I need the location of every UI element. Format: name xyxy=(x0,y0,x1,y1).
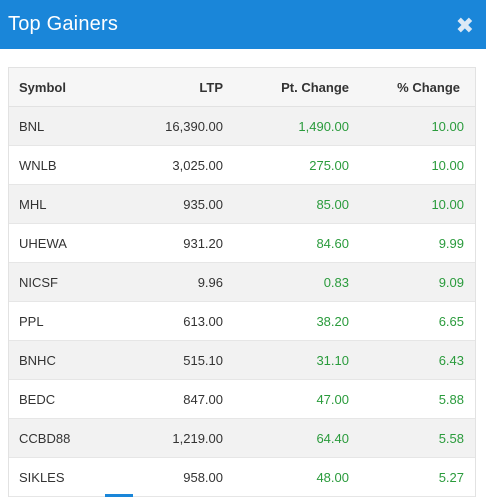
symbol-cell[interactable]: BNHC xyxy=(9,340,111,380)
ltp-cell: 935.00 xyxy=(111,184,223,224)
column-header-pt-change[interactable]: Pt. Change xyxy=(223,68,349,107)
ltp-cell: 958.00 xyxy=(111,457,223,497)
pt-change-cell: 38.20 xyxy=(223,301,349,341)
ltp-cell: 847.00 xyxy=(111,379,223,419)
pct-change-cell: 5.88 xyxy=(349,379,475,419)
pt-change-cell: 84.60 xyxy=(223,223,349,263)
table-row[interactable]: CCBD88 1,219.00 64.40 5.58 xyxy=(9,418,475,458)
modal-header: Top Gainers ✖ xyxy=(0,0,486,49)
modal-title: Top Gainers xyxy=(8,13,119,35)
pct-change-cell: 5.27 xyxy=(349,457,475,497)
table-header-row: Symbol LTP Pt. Change % Change xyxy=(9,68,475,107)
symbol-cell[interactable]: NICSF xyxy=(9,262,111,302)
ltp-cell: 931.20 xyxy=(111,223,223,263)
symbol-cell[interactable]: WNLB xyxy=(9,145,111,185)
table-row[interactable]: BEDC 847.00 47.00 5.88 xyxy=(9,379,475,419)
column-header-ltp[interactable]: LTP xyxy=(111,68,223,107)
pct-change-cell: 9.09 xyxy=(349,262,475,302)
symbol-cell[interactable]: BEDC xyxy=(9,379,111,419)
table-row[interactable]: MHL 935.00 85.00 10.00 xyxy=(9,184,475,224)
pct-change-cell: 6.65 xyxy=(349,301,475,341)
ltp-cell: 3,025.00 xyxy=(111,145,223,185)
symbol-cell[interactable]: MHL xyxy=(9,184,111,224)
pt-change-cell: 47.00 xyxy=(223,379,349,419)
pct-change-cell: 10.00 xyxy=(349,184,475,224)
gainers-table: Symbol LTP Pt. Change % Change BNL 16,390… xyxy=(9,68,475,497)
symbol-cell[interactable]: SIKLES xyxy=(9,457,111,497)
pt-change-cell: 0.83 xyxy=(223,262,349,302)
ltp-cell: 9.96 xyxy=(111,262,223,302)
ltp-cell: 16,390.00 xyxy=(111,106,223,146)
pt-change-cell: 85.00 xyxy=(223,184,349,224)
ltp-cell: 515.10 xyxy=(111,340,223,380)
pt-change-cell: 64.40 xyxy=(223,418,349,458)
symbol-cell[interactable]: CCBD88 xyxy=(9,418,111,458)
table-row[interactable]: UHEWA 931.20 84.60 9.99 xyxy=(9,223,475,263)
pct-change-cell: 9.99 xyxy=(349,223,475,263)
pct-change-cell: 5.58 xyxy=(349,418,475,458)
table-row[interactable]: SIKLES 958.00 48.00 5.27 xyxy=(9,457,475,497)
close-icon[interactable]: ✖ xyxy=(455,12,474,38)
ltp-cell: 1,219.00 xyxy=(111,418,223,458)
pt-change-cell: 1,490.00 xyxy=(223,106,349,146)
pct-change-cell: 10.00 xyxy=(349,145,475,185)
table-row[interactable]: BNHC 515.10 31.10 6.43 xyxy=(9,340,475,380)
symbol-cell[interactable]: PPL xyxy=(9,301,111,341)
table-row[interactable]: NICSF 9.96 0.83 9.09 xyxy=(9,262,475,302)
pt-change-cell: 48.00 xyxy=(223,457,349,497)
pt-change-cell: 275.00 xyxy=(223,145,349,185)
table-body: BNL 16,390.00 1,490.00 10.00 WNLB 3,025.00 275… xyxy=(9,106,475,497)
column-header-symbol[interactable]: Symbol xyxy=(9,68,111,107)
pt-change-cell: 31.10 xyxy=(223,340,349,380)
column-header-pct-change[interactable]: % Change xyxy=(349,68,475,107)
symbol-cell[interactable]: UHEWA xyxy=(9,223,111,263)
table-row[interactable]: WNLB 3,025.00 275.00 10.00 xyxy=(9,145,475,185)
scroll-indicator[interactable] xyxy=(105,494,133,497)
ltp-cell: 613.00 xyxy=(111,301,223,341)
pct-change-cell: 6.43 xyxy=(349,340,475,380)
gainers-table-container: Symbol LTP Pt. Change % Change BNL 16,390… xyxy=(8,67,476,497)
table-row[interactable]: PPL 613.00 38.20 6.65 xyxy=(9,301,475,341)
symbol-cell[interactable]: BNL xyxy=(9,106,111,146)
table-row[interactable]: BNL 16,390.00 1,490.00 10.00 xyxy=(9,106,475,146)
pct-change-cell: 10.00 xyxy=(349,106,475,146)
